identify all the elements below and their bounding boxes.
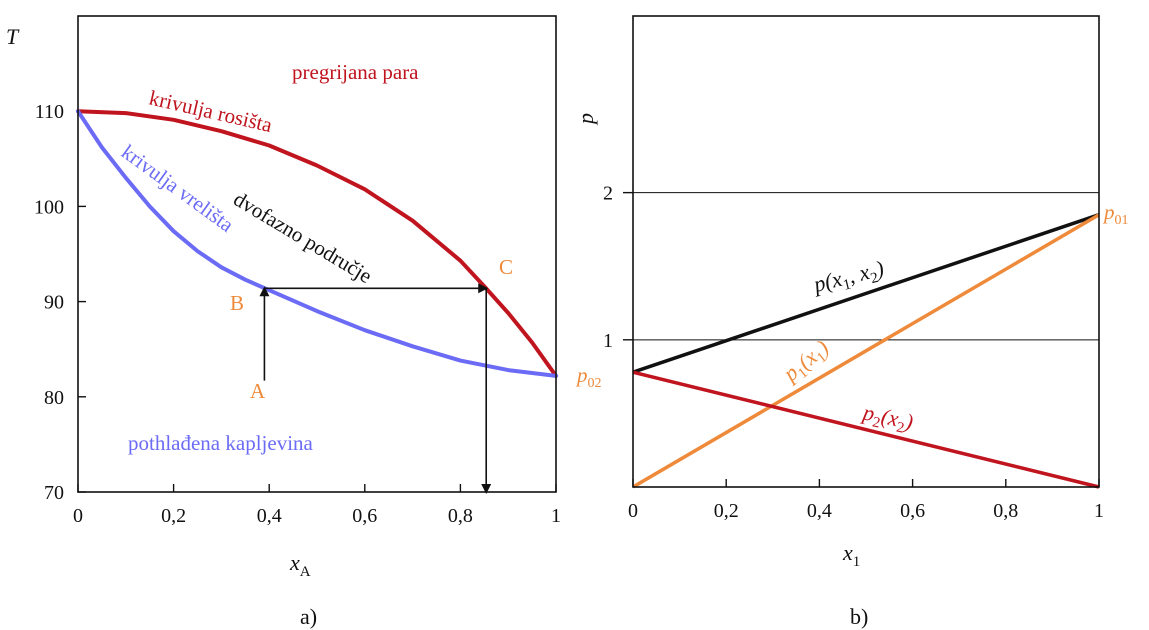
panel-b-frame (632, 15, 1100, 488)
label-two-phase-region: dvofazno područje (229, 187, 376, 288)
panel-b-chart: 1 2 0 0,2 0,4 0,6 0,8 1 p x1 p(x1, x2) p1(x1) p… (573, 15, 1129, 629)
panel-a-x-tick-label: 0,2 (161, 505, 186, 527)
panel-b-x-axis-title: x1 (842, 540, 860, 570)
partial-pressure-2-line (632, 370, 1100, 489)
label-subcooled-liquid: pothlađena kapljevina (128, 431, 314, 455)
panel-a-x-tick-label: 1 (551, 505, 561, 527)
panel-b-x-tick-label: 0,2 (714, 500, 739, 522)
panel-a-chart: 0 0,2 0,4 0,6 0,8 1 70 80 90 100 110 T xA pregrija… (6, 15, 561, 629)
panel-a-curves (76, 109, 558, 378)
label-superheated-vapor: pregrijana para (292, 60, 419, 84)
label-p01: p01 (1102, 200, 1129, 228)
panel-a-ticks: 0 0,2 0,4 0,6 0,8 1 70 80 90 100 110 (34, 101, 561, 527)
panel-b-y-axis-title: p (573, 113, 598, 126)
panel-a-x-tick-label: 0,4 (257, 505, 282, 527)
dew-point-curve (76, 109, 558, 378)
panel-b-x-tick-label: 1 (1094, 500, 1104, 522)
panel-b-x-tick-label: 0 (628, 500, 638, 522)
panel-b-x-tick-label: 0,4 (807, 500, 832, 522)
panel-a-caption: a) (300, 604, 317, 629)
point-label-a: A (250, 379, 266, 403)
panel-b-lines (632, 213, 1100, 489)
panel-a-y-tick-label: 100 (34, 196, 64, 218)
panel-a-frame (77, 15, 557, 493)
panel-a-y-tick-label: 80 (44, 387, 64, 409)
panel-b-x-tick-label: 0,6 (900, 500, 925, 522)
point-label-c: C (499, 255, 513, 279)
panel-a-x-tick-label: 0 (73, 505, 83, 527)
point-label-b: B (230, 291, 244, 315)
panel-a-y-tick-label: 90 (44, 292, 64, 314)
panel-b-caption: b) (850, 604, 868, 629)
panel-a-y-axis-title: T (6, 24, 20, 49)
panel-b-y-tick-label: 2 (603, 183, 613, 205)
bubble-point-curve (76, 109, 558, 378)
panel-a-x-axis-title: xA (289, 550, 311, 580)
panel-a-y-tick-label: 70 (44, 482, 64, 504)
label-p02: p02 (575, 363, 602, 391)
total-pressure-line (632, 213, 1100, 374)
panel-b-x-tick-label: 0,8 (993, 500, 1018, 522)
panel-b-ticks: 1 2 0 0,2 0,4 0,6 0,8 1 (603, 183, 1104, 522)
label-partial-pressure-2: p2(x2) (858, 399, 915, 438)
partial-pressure-1-line (632, 213, 1100, 489)
panel-b-grid (633, 192, 1099, 341)
panel-a-x-tick-label: 0,8 (448, 505, 473, 527)
label-partial-pressure-1: p1(x1) (777, 335, 836, 391)
panel-a-x-tick-label: 0,6 (352, 505, 377, 527)
label-total-pressure: p(x1, x2) (809, 255, 887, 301)
panel-a-y-tick-label: 110 (35, 101, 64, 123)
panel-a-arrows (259, 283, 492, 494)
panel-b-y-tick-label: 1 (603, 330, 613, 352)
